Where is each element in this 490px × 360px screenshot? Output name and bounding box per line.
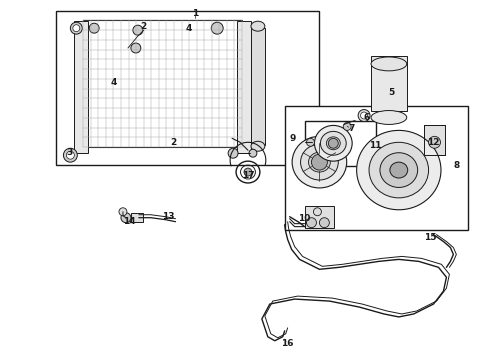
- Text: 5: 5: [389, 88, 395, 97]
- Bar: [285, 105, 468, 230]
- Circle shape: [249, 149, 257, 157]
- Ellipse shape: [315, 125, 352, 161]
- Circle shape: [312, 154, 327, 170]
- Text: 17: 17: [242, 171, 254, 180]
- Bar: [305, 206, 334, 228]
- Circle shape: [361, 112, 368, 119]
- Ellipse shape: [292, 136, 347, 188]
- Text: 14: 14: [122, 217, 135, 226]
- Circle shape: [66, 151, 74, 159]
- Ellipse shape: [380, 153, 417, 188]
- Bar: [305, 121, 376, 166]
- Text: 8: 8: [453, 161, 460, 170]
- Circle shape: [343, 122, 351, 130]
- Text: 6: 6: [364, 113, 370, 122]
- Circle shape: [73, 25, 80, 32]
- Circle shape: [307, 218, 317, 228]
- Text: 3: 3: [66, 148, 73, 157]
- Circle shape: [228, 148, 238, 158]
- Circle shape: [89, 23, 99, 33]
- Circle shape: [131, 43, 141, 53]
- Circle shape: [244, 168, 252, 176]
- Text: 11: 11: [369, 141, 381, 150]
- Text: 13: 13: [162, 212, 175, 221]
- Circle shape: [211, 22, 223, 34]
- Ellipse shape: [326, 137, 340, 150]
- Bar: [371, 56, 407, 111]
- Text: 2: 2: [141, 22, 147, 31]
- Bar: [74, 21, 88, 153]
- Circle shape: [63, 148, 77, 162]
- Circle shape: [307, 138, 315, 146]
- Text: 7: 7: [348, 124, 354, 133]
- Ellipse shape: [251, 141, 265, 151]
- Ellipse shape: [371, 111, 407, 125]
- Text: 2: 2: [171, 138, 177, 147]
- Ellipse shape: [369, 142, 429, 198]
- Text: 16: 16: [281, 339, 294, 348]
- Circle shape: [314, 208, 321, 216]
- Text: 10: 10: [298, 214, 311, 223]
- Ellipse shape: [309, 152, 330, 172]
- Circle shape: [328, 138, 338, 148]
- Bar: [131, 213, 143, 222]
- Circle shape: [133, 25, 143, 35]
- Ellipse shape: [320, 131, 346, 155]
- Circle shape: [429, 136, 441, 148]
- Bar: [251, 28, 265, 145]
- Ellipse shape: [251, 21, 265, 31]
- Text: 15: 15: [424, 233, 437, 242]
- Ellipse shape: [390, 162, 408, 178]
- Circle shape: [121, 213, 131, 223]
- Bar: [56, 11, 319, 165]
- Circle shape: [319, 218, 329, 228]
- Bar: [424, 125, 445, 155]
- Circle shape: [358, 109, 370, 121]
- Text: 12: 12: [427, 138, 440, 147]
- Circle shape: [119, 208, 127, 216]
- Bar: [83, 20, 242, 147]
- Text: 4: 4: [111, 78, 117, 87]
- Ellipse shape: [371, 57, 407, 71]
- Circle shape: [71, 22, 82, 34]
- Ellipse shape: [300, 144, 338, 180]
- Bar: [237, 21, 251, 153]
- Ellipse shape: [357, 130, 441, 210]
- Text: 9: 9: [290, 134, 296, 143]
- Text: 1: 1: [192, 9, 198, 18]
- Text: 4: 4: [185, 24, 192, 33]
